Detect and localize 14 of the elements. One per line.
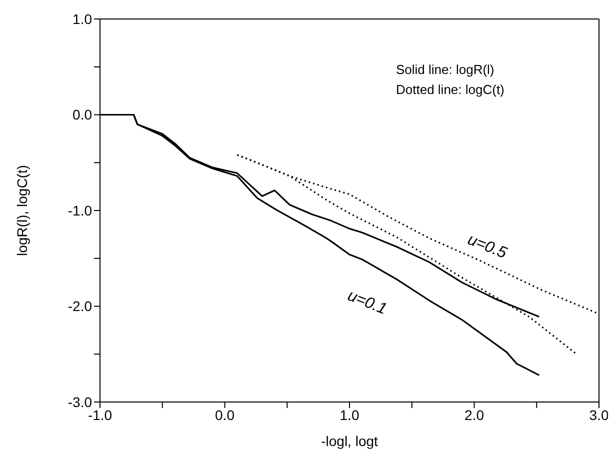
y-tick-label: 1.0 xyxy=(72,10,92,27)
annotation: u=0.1 xyxy=(345,287,390,318)
annotation: Solid line: logR(l) xyxy=(396,61,496,79)
x-tick-label: 2.0 xyxy=(464,406,484,423)
x-tick-label: 0.0 xyxy=(215,406,235,423)
x-tick-label: 1.0 xyxy=(340,406,360,423)
y-tick-label: -2.0 xyxy=(68,298,92,314)
annotation: u=0.5 xyxy=(465,231,510,262)
annotation: Dotted line: logC(t) xyxy=(396,81,504,99)
x-tick-label: 3.0 xyxy=(589,406,609,423)
y-tick-label: -1.0 xyxy=(68,202,92,218)
y-tick-label: 0.0 xyxy=(72,106,92,123)
x-axis-title: -logl, logt xyxy=(321,433,378,449)
y-axis-title: logR(l), logC(t) xyxy=(14,164,30,256)
